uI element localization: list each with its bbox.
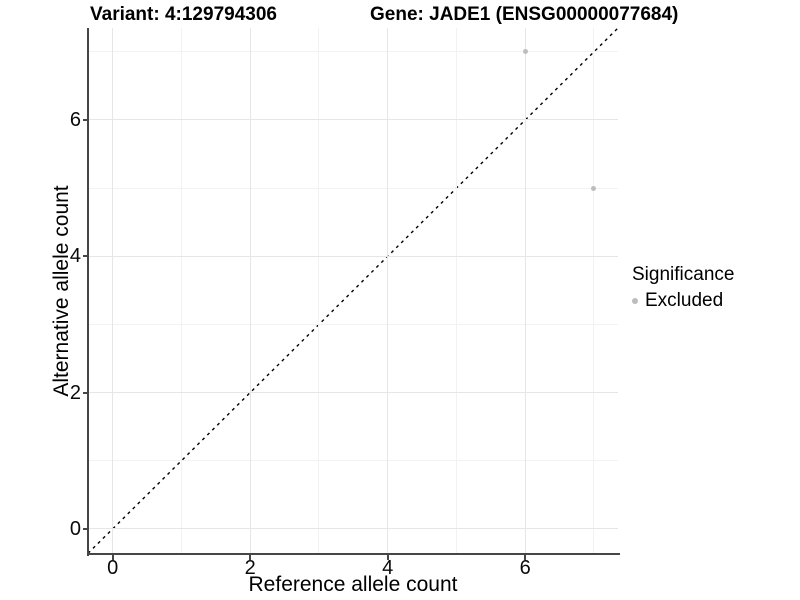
- legend-title: Significance: [632, 264, 735, 285]
- y-major-gridline: [88, 255, 618, 257]
- y-minor-gridline: [88, 51, 618, 53]
- y-axis-tick: [83, 391, 88, 394]
- y-major-gridline: [88, 392, 618, 394]
- y-axis-title: Alternative allele count: [50, 185, 73, 397]
- plot-panel: [88, 28, 618, 554]
- x-axis-tick: [386, 555, 389, 560]
- y-minor-gridline: [88, 460, 618, 462]
- variant-title: Variant: 4:129794306: [90, 4, 277, 25]
- x-major-gridline: [387, 28, 389, 554]
- x-tick-label: 2: [244, 557, 256, 579]
- y-axis-tick: [83, 118, 88, 121]
- x-axis-line: [87, 553, 620, 555]
- x-minor-gridline: [593, 28, 595, 554]
- y-major-gridline: [88, 119, 618, 121]
- x-tick-label: 6: [519, 557, 531, 579]
- x-major-gridline: [112, 28, 114, 554]
- data-point: [591, 185, 597, 191]
- legend-item-excluded: Excluded: [632, 289, 734, 312]
- x-minor-gridline: [180, 28, 182, 554]
- data-point: [522, 49, 528, 55]
- x-axis-tick: [249, 555, 252, 560]
- identity-dashed-line: [88, 28, 618, 554]
- x-minor-gridline: [455, 28, 457, 554]
- y-minor-gridline: [88, 323, 618, 325]
- gene-title: Gene: JADE1 (ENSG00000077684): [370, 4, 679, 25]
- x-tick-label: 0: [107, 557, 119, 579]
- legend-item-label: Excluded: [645, 289, 724, 311]
- x-axis-title: Reference allele count: [248, 573, 458, 596]
- legend: Significance Excluded: [632, 264, 734, 312]
- x-tick-label: 4: [382, 557, 394, 579]
- x-minor-gridline: [318, 28, 320, 554]
- x-major-gridline: [524, 28, 526, 554]
- x-axis-tick: [111, 555, 114, 560]
- y-minor-gridline: [88, 187, 618, 189]
- y-axis-tick: [83, 527, 88, 530]
- identity-line-layer: [88, 28, 618, 554]
- y-tick-label: 4: [69, 245, 81, 268]
- x-axis-tick: [524, 555, 527, 560]
- excluded-point-icon: [632, 298, 638, 305]
- y-axis-line: [87, 28, 89, 556]
- y-axis-tick: [83, 255, 88, 258]
- y-tick-label: 6: [69, 108, 81, 131]
- y-tick-label: 2: [69, 381, 81, 404]
- y-tick-label: 0: [69, 517, 81, 540]
- y-major-gridline: [88, 528, 618, 530]
- x-major-gridline: [249, 28, 251, 554]
